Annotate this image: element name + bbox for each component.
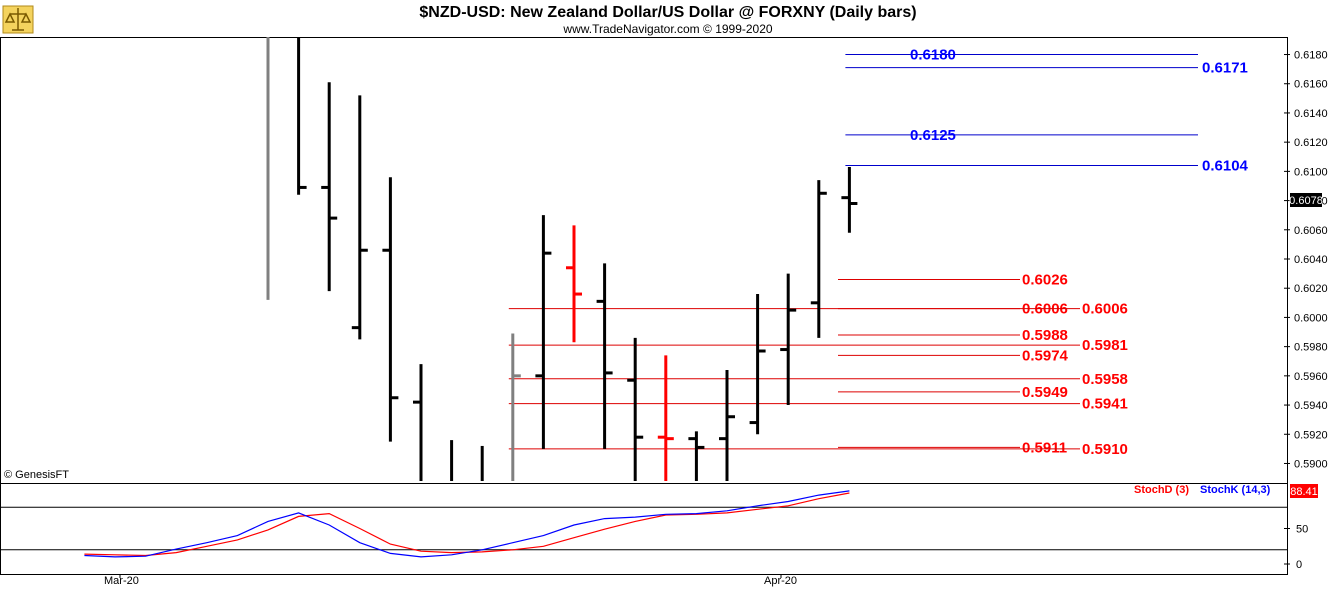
last-price-marker: 0.6078 bbox=[1289, 193, 1323, 207]
resistance-label: 0.6104 bbox=[1202, 158, 1249, 175]
y-tick-label: 0.6060 bbox=[1294, 225, 1328, 237]
x-tick-label: Apr-20 bbox=[764, 575, 797, 587]
y-tick-label: 0.6020 bbox=[1294, 283, 1328, 295]
y-tick-label: 0.6040 bbox=[1294, 254, 1328, 266]
y-tick-label: 0.5900 bbox=[1294, 458, 1328, 470]
price-y-axis: 0.61800.61600.61400.61200.61000.60800.60… bbox=[1284, 50, 1328, 470]
support-label: 0.5910 bbox=[1082, 441, 1128, 458]
stoch-last-marker: 88.41 bbox=[1290, 484, 1318, 498]
support-label: 0.5981 bbox=[1082, 337, 1128, 354]
watermark: © GenesisFT bbox=[4, 469, 69, 481]
price-bars bbox=[266, 37, 858, 481]
y-tick-label: 0.5980 bbox=[1294, 342, 1328, 354]
chart-subtitle: www.TradeNavigator.com © 1999-2020 bbox=[562, 22, 772, 36]
y-tick-label: 0.6160 bbox=[1294, 79, 1328, 91]
chart-title: $NZD-USD: New Zealand Dollar/US Dollar @… bbox=[419, 4, 916, 21]
y-tick-label: 0.6180 bbox=[1294, 50, 1328, 62]
y-tick-label: 0.5960 bbox=[1294, 371, 1328, 383]
y-tick-label: 0.5940 bbox=[1294, 400, 1328, 412]
x-tick-label: Mar-20 bbox=[104, 575, 139, 587]
resistance-label: 0.6180 bbox=[910, 47, 956, 64]
stoch-y-axis: 50 0 bbox=[1284, 524, 1308, 571]
support-label: 0.5941 bbox=[1082, 396, 1128, 413]
support-label: 0.6026 bbox=[1022, 271, 1068, 288]
support-label: 0.5958 bbox=[1082, 371, 1128, 388]
resistance-label: 0.6125 bbox=[910, 127, 956, 144]
y-tick-label: 0.6100 bbox=[1294, 166, 1328, 178]
legend-stochd: StochD (3) bbox=[1134, 484, 1189, 496]
support-label: 0.5949 bbox=[1022, 384, 1068, 401]
y-tick-label: 0.6120 bbox=[1294, 137, 1328, 149]
stoch-y-tick-label: 0 bbox=[1296, 559, 1302, 571]
stoch-panel bbox=[0, 490, 1288, 558]
y-tick-label: 0.6000 bbox=[1294, 312, 1328, 324]
logo-icon bbox=[2, 5, 34, 34]
resistance-label: 0.6171 bbox=[1202, 60, 1248, 77]
price-panel-frame bbox=[0, 37, 1288, 484]
stoch-last-label: 88.41 bbox=[1290, 486, 1318, 498]
legend-stochk: StochK (14,3) bbox=[1200, 484, 1271, 496]
last-price-label: 0.6078 bbox=[1289, 195, 1323, 207]
stoch-panel-frame bbox=[0, 483, 1288, 575]
stochk-line bbox=[84, 490, 850, 558]
stochd-line bbox=[84, 492, 850, 557]
support-label: 0.5988 bbox=[1022, 327, 1068, 344]
y-tick-label: 0.6140 bbox=[1294, 108, 1328, 120]
support-label: 0.5911 bbox=[1022, 439, 1067, 456]
y-tick-label: 0.5920 bbox=[1294, 429, 1328, 441]
support-label: 0.6006 bbox=[1082, 301, 1128, 318]
stoch-y-tick-label: 50 bbox=[1296, 524, 1308, 536]
support-label: 0.5974 bbox=[1022, 347, 1069, 364]
